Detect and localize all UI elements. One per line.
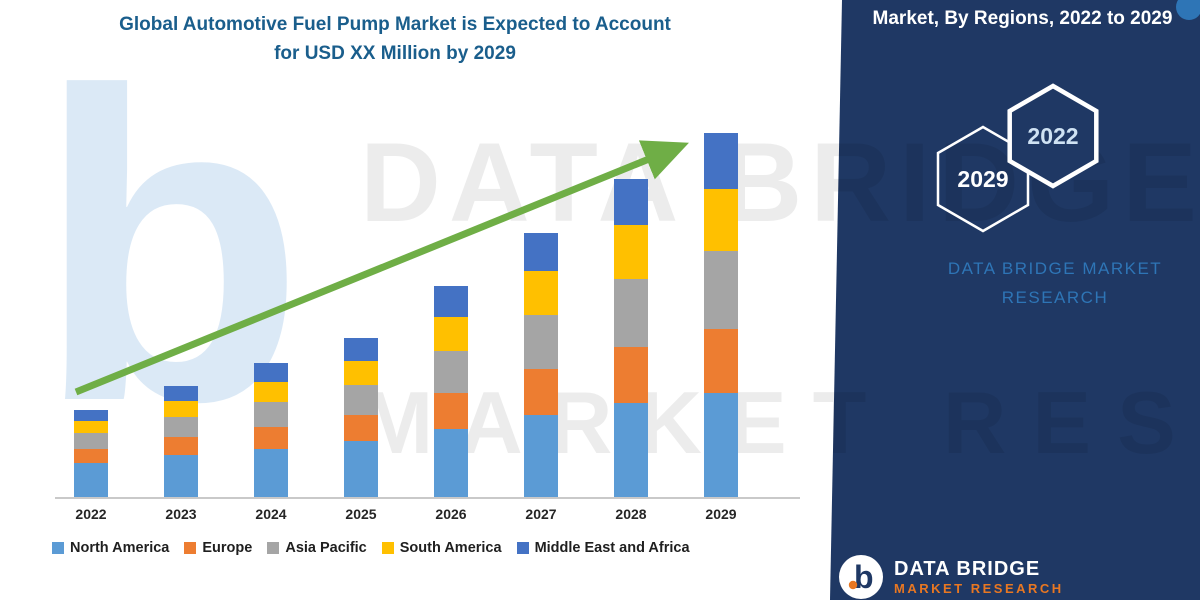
panel-brand-line1: DATA BRIDGE MARKET [947,259,1163,278]
bar-2028 [614,179,648,497]
panel-brand-line2: RESEARCH [1001,287,1109,307]
bar-segment [434,351,468,393]
bar-segment [704,133,738,189]
bar-segment [254,363,288,382]
panel-heading: Market, By Regions, 2022 to 2029 [872,8,1173,29]
bar-segment [614,403,648,497]
bar-2022 [74,410,108,497]
legend-item: Europe [184,540,252,556]
x-axis-label: 2024 [255,506,287,522]
bar-segment [614,279,648,347]
bar-segment [164,386,198,401]
legend-label: Asia Pacific [285,540,367,556]
bar-segment [164,455,198,497]
bar-segment [254,427,288,449]
bar-segment [164,401,198,417]
legend-label: North America [70,540,170,556]
legend-item: North America [52,540,169,556]
x-axis-label: 2029 [705,506,737,522]
legend-item: South America [381,540,502,556]
bar-2027 [524,233,558,497]
x-axis-line [55,497,800,499]
x-axis-label: 2025 [345,506,377,522]
chart-title-line2: for USD XX Million by 2029 [274,43,516,65]
hexagon-2029-label: 2029 [957,166,1008,192]
x-axis-label: 2022 [75,506,107,522]
legend-label: Europe [202,540,253,556]
hexagon-2022 [1007,83,1099,189]
legend-label: South America [399,540,502,556]
corner-dot-decoration [1176,0,1200,20]
bar-segment [614,347,648,403]
bar-segment [344,361,378,385]
bar-segment [344,441,378,497]
bar-segment [704,329,738,393]
bar-segment [434,286,468,317]
legend-swatch [381,542,394,554]
chart-title-line1: Global Automotive Fuel Pump Market is Ex… [119,14,671,35]
bar-segment [344,338,378,361]
bar-segment [524,369,558,415]
legend-item: Middle East and Africa [516,540,690,556]
chart-title: Global Automotive Fuel Pump Market is Ex… [30,10,760,69]
bar-segment [704,251,738,329]
bar-segment [434,393,468,429]
legend-swatch [184,542,197,554]
bar-segment [254,402,288,427]
bar-segment [524,233,558,271]
bar-segment [524,271,558,315]
bar-segment [254,382,288,402]
bar-segment [434,429,468,497]
legend-item: Asia Pacific [267,540,367,556]
bar-segment [254,449,288,497]
bar-segment [614,225,648,279]
legend-swatch [267,542,280,554]
footer-brand: DATA BRIDGE [894,558,1041,580]
year-hexagons: 2029 2022 [936,83,1099,233]
svg-text:b: b [854,559,874,595]
footer-logo: b DATA BRIDGE MARKET RESEARCH [838,554,1064,600]
hexagon-2022-label: 2022 [1027,123,1078,149]
bar-segment [164,437,198,455]
legend-swatch [516,542,529,554]
x-axis-label: 2023 [165,506,197,522]
bar-segment [704,189,738,251]
x-axis-label: 2028 [615,506,647,522]
footer-logo-text: DATA BRIDGE MARKET RESEARCH [894,557,1064,597]
legend-swatch [52,542,64,554]
x-axis-labels: 2022 2023 2024 2025 2026 2027 2028 2029 [55,506,805,526]
bar-2023 [164,386,198,497]
bar-segment [614,179,648,225]
x-axis-label: 2026 [435,506,467,522]
bar-2029 [704,133,738,497]
legend-label: Middle East and Africa [534,540,690,556]
panel-brand-text: DATA BRIDGE MARKET RESEARCH [905,255,1200,313]
stacked-bar-chart [55,100,805,497]
footer-sub: MARKET RESEARCH [894,581,1064,596]
bar-segment [344,385,378,415]
bar-segment [344,415,378,441]
bar-segment [74,449,108,463]
bar-2025 [344,338,378,497]
bar-segment [704,393,738,497]
bar-2026 [434,286,468,497]
bar-segment [524,315,558,369]
x-axis-label: 2027 [525,506,557,522]
bar-segment [164,417,198,437]
databridge-logo-icon: b [839,555,883,599]
bar-segment [74,463,108,497]
bar-segment [74,410,108,421]
bar-segment [434,317,468,351]
bar-2024 [254,363,288,497]
bar-segment [74,433,108,449]
chart-legend: North America Europe Asia Pacific South Ame… [52,540,690,556]
bar-segment [74,421,108,433]
bar-segment [524,415,558,497]
